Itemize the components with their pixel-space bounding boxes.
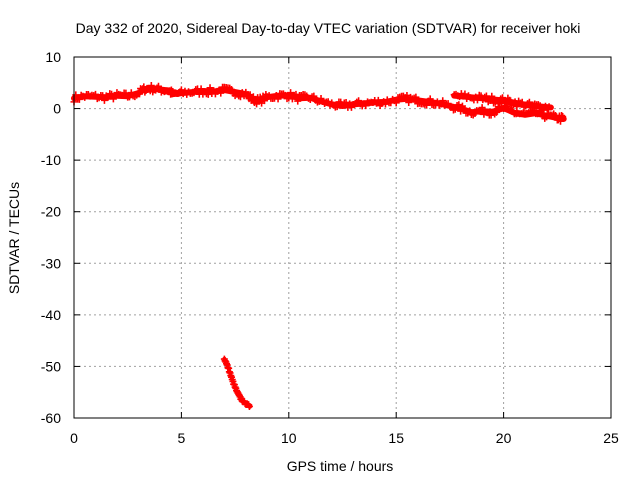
data-point bbox=[412, 93, 420, 101]
data-point bbox=[461, 90, 469, 98]
y-tick-label: 0 bbox=[53, 101, 61, 117]
data-point bbox=[455, 101, 463, 109]
data-point bbox=[502, 99, 510, 107]
data-point bbox=[260, 97, 268, 105]
data-point bbox=[197, 85, 205, 93]
data-point bbox=[333, 103, 341, 111]
data-point bbox=[204, 90, 212, 98]
y-tick-label: -10 bbox=[41, 152, 61, 168]
y-tick-label: -40 bbox=[41, 307, 61, 323]
data-point bbox=[245, 402, 253, 410]
data-point bbox=[458, 102, 466, 110]
x-tick-label: 5 bbox=[178, 430, 186, 446]
data-point bbox=[228, 85, 236, 93]
data-point bbox=[310, 92, 318, 100]
data-point bbox=[492, 108, 500, 116]
data-point bbox=[140, 83, 148, 91]
data-point bbox=[559, 113, 567, 121]
data-point bbox=[540, 106, 548, 114]
data-point bbox=[451, 105, 459, 113]
data-point bbox=[217, 89, 225, 97]
data-point bbox=[486, 97, 494, 105]
data-point bbox=[342, 98, 350, 106]
data-point bbox=[274, 95, 282, 103]
data-point bbox=[374, 96, 382, 104]
x-tick-label: 0 bbox=[70, 430, 78, 446]
data-point bbox=[488, 92, 496, 100]
data-point bbox=[287, 89, 295, 97]
data-points bbox=[70, 82, 567, 410]
data-point bbox=[405, 98, 413, 106]
data-point bbox=[147, 82, 155, 90]
axis-ticks: 0 5 10 15 20 25 10 0 -10 -20 -30 -40 -50 -60 bbox=[41, 49, 619, 446]
data-point bbox=[439, 97, 447, 105]
x-tick-label: 25 bbox=[603, 430, 619, 446]
data-point bbox=[426, 95, 434, 103]
plot-frame bbox=[73, 56, 612, 419]
data-point bbox=[478, 104, 486, 112]
data-point bbox=[403, 91, 411, 99]
y-tick-label: -50 bbox=[41, 358, 61, 374]
data-point bbox=[362, 102, 370, 110]
x-tick-label: 15 bbox=[388, 430, 404, 446]
data-point bbox=[177, 86, 185, 94]
y-axis-label: SDTVAR / TECUs bbox=[6, 182, 22, 294]
x-tick-label: 20 bbox=[496, 430, 512, 446]
y-tick-label: -60 bbox=[41, 410, 61, 426]
data-point bbox=[294, 97, 302, 105]
data-point bbox=[558, 112, 566, 120]
data-point bbox=[285, 94, 293, 102]
data-point bbox=[545, 103, 553, 111]
data-point bbox=[506, 96, 514, 104]
data-point bbox=[457, 107, 465, 115]
data-point bbox=[253, 100, 261, 108]
data-point bbox=[381, 100, 389, 108]
y-tick-label: 10 bbox=[45, 49, 61, 65]
data-point bbox=[557, 117, 565, 125]
y-tick-label: -20 bbox=[41, 204, 61, 220]
data-point bbox=[518, 98, 526, 106]
data-point bbox=[100, 96, 108, 104]
data-point bbox=[206, 84, 214, 92]
data-point bbox=[108, 90, 116, 98]
data-point bbox=[236, 93, 244, 101]
data-point bbox=[91, 90, 99, 98]
data-point bbox=[513, 103, 521, 111]
data-point bbox=[543, 113, 551, 121]
data-point bbox=[104, 93, 112, 101]
grid-lines bbox=[74, 57, 611, 418]
y-tick-label: -30 bbox=[41, 255, 61, 271]
data-point bbox=[292, 90, 300, 98]
data-point bbox=[75, 95, 83, 103]
x-axis-label: GPS time / hours bbox=[287, 458, 394, 474]
x-tick-label: 10 bbox=[281, 430, 297, 446]
data-point bbox=[392, 99, 400, 107]
data-point bbox=[466, 107, 474, 115]
data-point bbox=[288, 95, 296, 103]
chart-title: Day 332 of 2020, Sidereal Day-to-day VTE… bbox=[76, 20, 581, 36]
